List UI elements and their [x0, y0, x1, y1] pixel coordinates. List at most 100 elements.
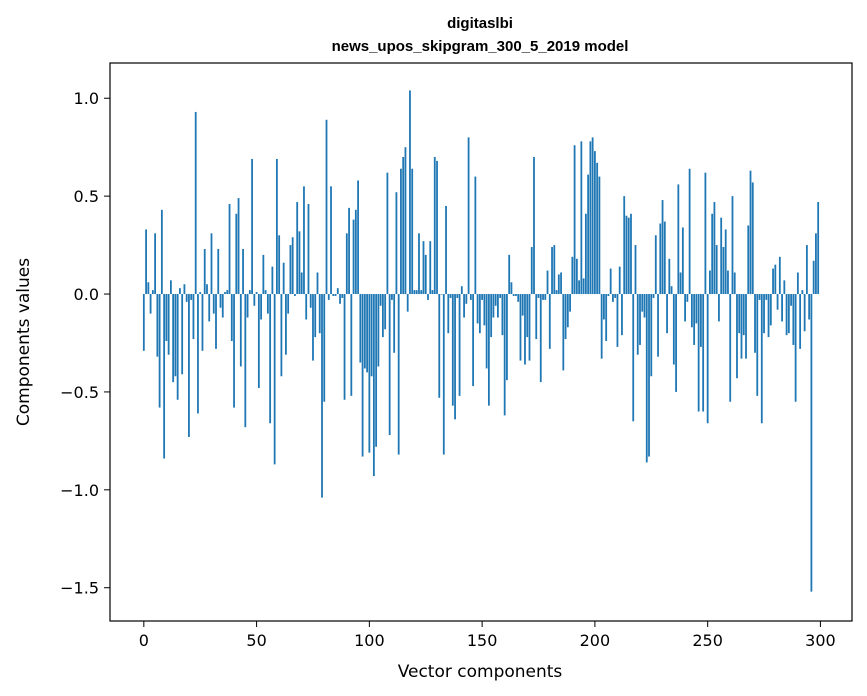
bar: [630, 213, 632, 295]
bar: [449, 294, 452, 298]
bar: [785, 294, 788, 336]
bar: [557, 274, 560, 295]
bar: [278, 235, 281, 295]
bar: [163, 294, 166, 459]
x-tick-label: 50: [246, 631, 266, 650]
bar: [381, 294, 384, 338]
bar: [733, 272, 736, 295]
bar: [634, 245, 637, 295]
bar: [492, 294, 495, 318]
bar: [747, 225, 750, 295]
bar: [524, 294, 526, 365]
bar: [321, 294, 323, 498]
bar: [702, 294, 705, 412]
bar: [690, 294, 693, 328]
bar: [436, 160, 438, 295]
bar: [718, 294, 720, 322]
x-tick-label: 0: [139, 631, 149, 650]
bar: [269, 294, 272, 424]
bar: [508, 254, 511, 295]
bar: [790, 294, 792, 306]
bar: [578, 280, 580, 295]
bar: [679, 272, 682, 295]
bar: [246, 294, 249, 318]
bar: [803, 294, 806, 332]
bar: [650, 294, 653, 377]
bar: [729, 294, 732, 402]
bar: [668, 258, 671, 295]
bar: [722, 247, 725, 295]
bar: [379, 294, 382, 306]
bar: [512, 294, 515, 296]
bar: [767, 294, 770, 338]
bar: [539, 294, 542, 383]
bar: [476, 294, 479, 324]
bar: [517, 294, 520, 302]
bar: [147, 282, 150, 295]
bar: [433, 156, 436, 295]
bar: [458, 294, 461, 396]
bar: [185, 294, 188, 302]
bar: [440, 294, 443, 295]
bar: [294, 294, 296, 296]
bar: [663, 221, 666, 295]
bar: [796, 272, 799, 295]
bar: [332, 294, 335, 296]
bar: [167, 294, 170, 355]
bar: [429, 241, 432, 295]
bar: [724, 229, 727, 295]
bar: [569, 294, 571, 312]
bar: [562, 294, 565, 371]
bar: [226, 290, 229, 295]
bar: [469, 294, 472, 300]
bar: [352, 219, 355, 295]
bar: [566, 294, 569, 328]
bar: [654, 235, 657, 295]
bar: [345, 233, 348, 295]
bar: [603, 294, 605, 320]
bar: [316, 272, 319, 295]
bar: [580, 141, 583, 295]
bar: [810, 294, 813, 592]
bar: [713, 202, 716, 295]
bar: [273, 294, 276, 465]
bar: [215, 294, 217, 349]
bar: [160, 209, 163, 295]
bar: [740, 294, 743, 359]
bar: [560, 272, 562, 295]
bar: [472, 294, 474, 387]
bar: [675, 294, 677, 392]
bar: [474, 176, 477, 295]
bar: [300, 272, 303, 295]
bar: [652, 294, 655, 298]
bar: [264, 290, 267, 295]
bar: [805, 245, 808, 295]
bar: [361, 294, 364, 457]
bar: [709, 270, 711, 295]
y-tick-label: 0.5: [74, 187, 99, 206]
bar: [503, 294, 506, 416]
bar: [686, 294, 689, 302]
bar: [445, 205, 447, 295]
bar: [354, 209, 357, 295]
bar: [303, 186, 305, 295]
bar: [415, 290, 418, 295]
bar: [598, 176, 601, 295]
bar: [801, 290, 804, 295]
bar: [190, 294, 193, 300]
bar: [772, 268, 774, 295]
bar: [738, 294, 741, 334]
bar: [368, 294, 371, 453]
bar: [298, 231, 301, 295]
bar: [409, 90, 411, 295]
bar: [235, 213, 238, 295]
bar: [745, 294, 747, 359]
bar: [142, 294, 145, 351]
bar: [336, 288, 339, 295]
bar: [442, 294, 445, 455]
bar: [397, 294, 400, 455]
bar: [221, 294, 224, 318]
bar: [438, 294, 441, 398]
bar: [769, 294, 772, 326]
bar: [614, 294, 617, 298]
